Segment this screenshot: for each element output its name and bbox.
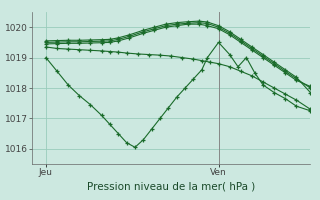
X-axis label: Pression niveau de la mer( hPa ): Pression niveau de la mer( hPa ) [87, 181, 255, 191]
